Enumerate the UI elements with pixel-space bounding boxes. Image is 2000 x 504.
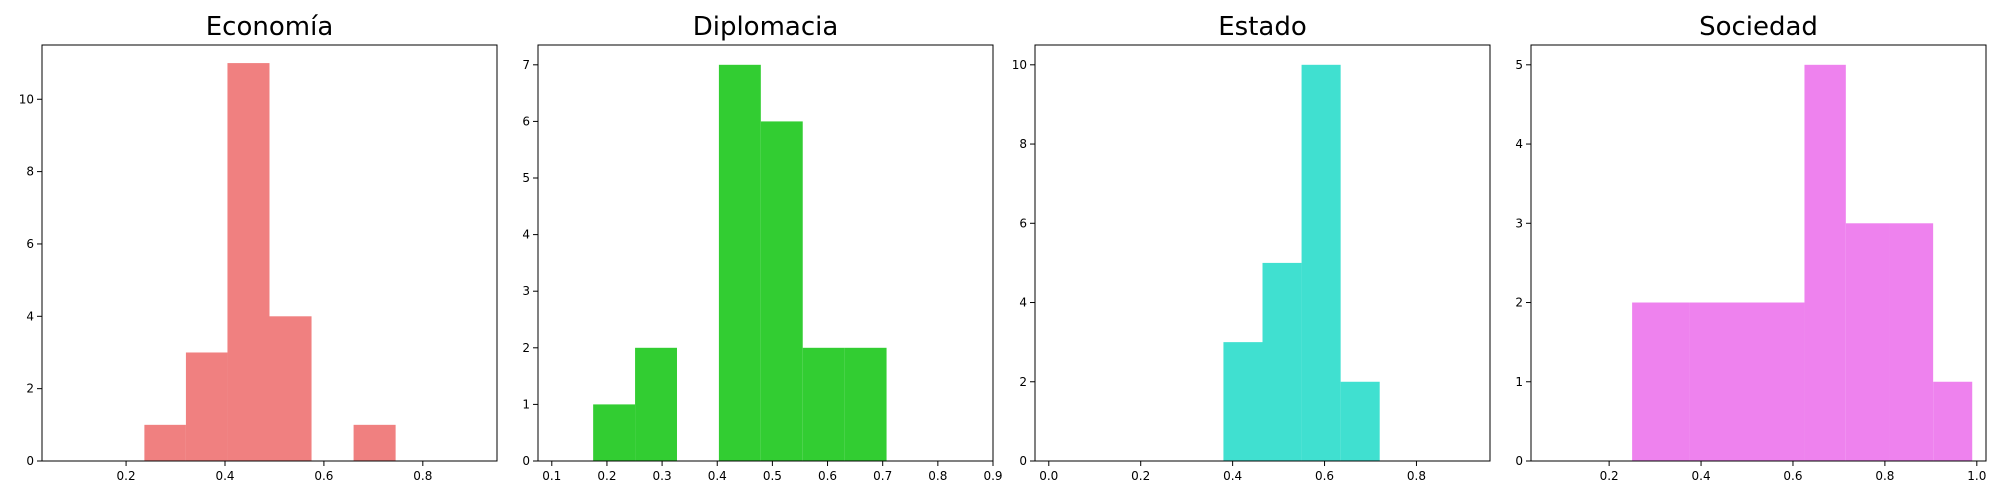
panel-title: Diplomacia: [693, 12, 839, 42]
x-tick-label: 0.2: [117, 469, 136, 483]
histogram-bar: [844, 347, 887, 461]
histogram-bar: [1632, 302, 1690, 461]
panel-title: Economía: [206, 12, 334, 42]
y-tick-label: 4: [522, 228, 530, 242]
histogram-panel-3: 0.0 0.2 0.4 0.6 0.8 0 2 4 6 8 10 Estado: [1012, 12, 1491, 483]
histogram-bar: [1933, 381, 1973, 461]
axes-frame: [1034, 44, 1491, 462]
x-tick-label: 0.8: [928, 469, 947, 483]
y-tick-label: 8: [26, 165, 34, 179]
y-tick-label: 4: [1515, 137, 1523, 151]
x-tick-label: 0.0: [1039, 469, 1058, 483]
y-tick-label: 3: [522, 284, 530, 298]
y-tick-label: 6: [26, 237, 34, 251]
axes-frame: [1530, 44, 1987, 462]
y-tick-label: 4: [26, 309, 34, 323]
x-tick-label: 0.5: [763, 469, 782, 483]
y-tick-label: 6: [522, 114, 530, 128]
y-tick-label: 10: [19, 92, 34, 106]
x-tick-label: 0.1: [542, 469, 561, 483]
histogram-bar: [1804, 64, 1846, 461]
x-tick-label: 0.4: [1692, 469, 1711, 483]
histogram-bar: [1262, 262, 1302, 461]
histogram-panel-2: 0.1 0.2 0.3 0.4 0.5 0.6 0.7 0.8 0.9 0 1 2 3 4 5 6 7 Diplo…: [522, 12, 1002, 483]
y-tick-label: 5: [1515, 58, 1523, 72]
y-tick-label: 0: [26, 454, 34, 468]
y-tick-label: 2: [26, 382, 34, 396]
x-tick-label: 0.4: [215, 469, 234, 483]
y-tick-label: 4: [1019, 296, 1027, 310]
x-tick-label: 0.2: [597, 469, 616, 483]
y-tick-label: 8: [1019, 137, 1027, 151]
x-tick-label: 0.9: [983, 469, 1002, 483]
axes-frame: [537, 44, 994, 462]
axes-frame: [41, 44, 498, 462]
histogram-bar: [593, 404, 636, 461]
histogram-bar: [802, 347, 845, 461]
y-tick-label: 2: [1019, 375, 1027, 389]
x-tick-label: 0.4: [1223, 469, 1242, 483]
x-tick-label: 1.0: [1967, 469, 1986, 483]
panel-title: Sociedad: [1699, 12, 1818, 42]
histogram-bar: [1845, 223, 1890, 461]
x-tick-label: 0.6: [314, 469, 333, 483]
y-tick-label: 5: [522, 171, 530, 185]
x-tick-label: 0.3: [653, 469, 672, 483]
histogram-bar: [227, 63, 270, 462]
x-tick-label: 0.2: [1131, 469, 1150, 483]
histogram-panel-1: 0.2 0.4 0.6 0.8 0 2 4 6 8 10 Economía: [19, 12, 498, 483]
histogram-bar: [635, 347, 677, 461]
histogram-bar: [760, 121, 803, 461]
histogram-bar: [1747, 302, 1805, 461]
y-tick-label: 10: [1012, 58, 1027, 72]
y-tick-label: 1: [1515, 375, 1523, 389]
y-tick-label: 2: [522, 341, 530, 355]
y-tick-label: 2: [1515, 296, 1523, 310]
x-tick-label: 0.6: [1783, 469, 1802, 483]
x-tick-label: 0.2: [1600, 469, 1619, 483]
histogram-bar: [1340, 381, 1380, 461]
y-tick-label: 7: [522, 58, 530, 72]
histogram-bar: [1223, 342, 1263, 461]
y-tick-label: 0: [1019, 454, 1027, 468]
y-tick-label: 0: [522, 454, 530, 468]
histogram-bar: [144, 424, 186, 461]
x-tick-label: 0.8: [1407, 469, 1426, 483]
histogram-bar: [718, 64, 761, 461]
histogram-bar: [1889, 223, 1934, 461]
y-tick-label: 1: [522, 397, 530, 411]
histogram-bar: [1301, 64, 1341, 461]
x-tick-label: 0.7: [873, 469, 892, 483]
histogram-bar: [185, 352, 228, 461]
histogram-panel-4: 0.2 0.4 0.6 0.8 1.0 0 1 2 3 4 5 Sociedad: [1515, 12, 1987, 483]
x-tick-label: 0.6: [818, 469, 837, 483]
x-tick-label: 0.8: [413, 469, 432, 483]
panel-title: Estado: [1218, 12, 1307, 42]
x-tick-label: 0.8: [1875, 469, 1894, 483]
y-tick-label: 0: [1515, 454, 1523, 468]
histogram-bar: [269, 316, 312, 461]
x-tick-label: 0.6: [1315, 469, 1334, 483]
y-tick-label: 6: [1019, 216, 1027, 230]
histogram-bar: [1689, 302, 1748, 461]
x-tick-label: 0.4: [708, 469, 727, 483]
y-tick-label: 3: [1515, 216, 1523, 230]
histogram-bar: [353, 424, 396, 461]
